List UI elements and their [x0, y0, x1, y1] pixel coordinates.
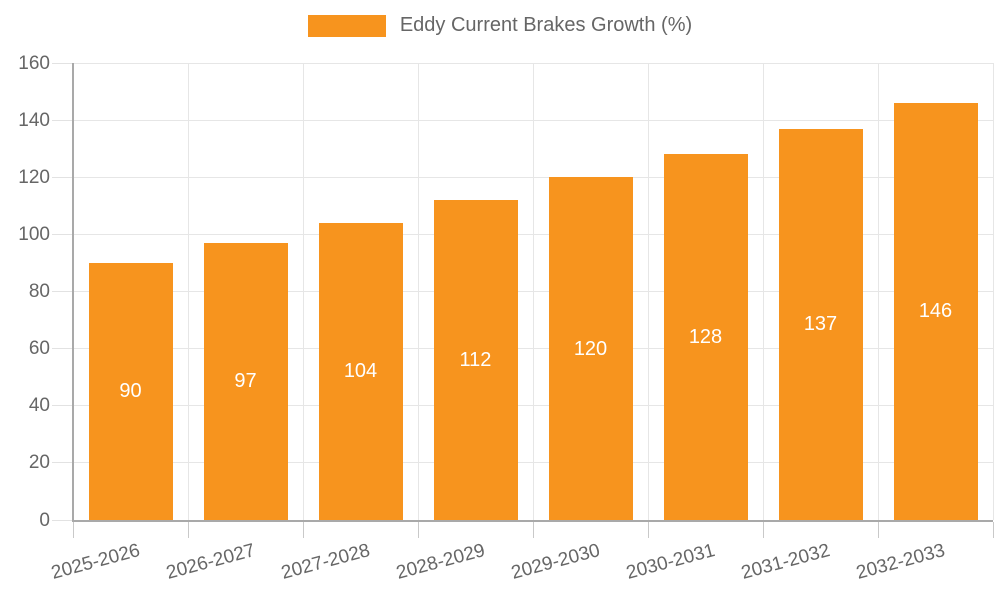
y-axis-line — [72, 63, 74, 522]
bar[interactable] — [203, 242, 288, 520]
x-axis-line — [72, 520, 993, 522]
y-tick-mark — [52, 519, 73, 521]
x-gridline — [417, 63, 419, 520]
bar-value-label: 146 — [918, 300, 953, 323]
legend-item[interactable]: Eddy Current Brakes Growth (%) — [307, 14, 693, 37]
y-tick-mark — [52, 233, 73, 235]
x-axis-tick-label: 2032-2033 — [853, 540, 947, 584]
y-axis-tick-label: 40 — [28, 395, 50, 417]
x-tick-mark — [187, 522, 189, 538]
x-tick-mark — [532, 522, 534, 538]
x-gridline — [762, 63, 764, 520]
chart-legend: Eddy Current Brakes Growth (%) — [0, 14, 1000, 37]
x-axis-tick-label: 2027-2028 — [278, 540, 372, 584]
x-gridline — [532, 63, 534, 520]
x-gridline — [877, 63, 879, 520]
x-axis-tick-label: 2026-2027 — [163, 540, 257, 584]
y-tick-mark — [52, 176, 73, 178]
x-tick-mark — [302, 522, 304, 538]
bar[interactable] — [893, 102, 978, 520]
y-tick-mark — [52, 405, 73, 407]
y-axis-tick-label: 160 — [18, 52, 50, 74]
x-gridline — [992, 63, 994, 520]
x-gridline — [187, 63, 189, 520]
x-tick-mark — [762, 522, 764, 538]
y-tick-mark — [52, 462, 73, 464]
x-tick-mark — [992, 522, 994, 538]
y-axis-tick-label: 140 — [18, 109, 50, 131]
y-axis-tick-label: 100 — [18, 223, 50, 245]
bar[interactable] — [663, 154, 748, 520]
bar[interactable] — [88, 262, 173, 520]
x-axis-tick-label: 2030-2031 — [623, 540, 717, 584]
bar[interactable] — [548, 177, 633, 520]
legend-swatch-icon — [307, 14, 386, 37]
bar-value-label: 104 — [343, 360, 378, 383]
bar[interactable] — [318, 222, 403, 520]
y-axis-tick-label: 80 — [28, 281, 50, 302]
bar[interactable] — [433, 200, 518, 520]
x-axis-tick-label: 2029-2030 — [508, 540, 602, 584]
y-axis-tick-label: 60 — [28, 338, 50, 360]
legend-label: Eddy Current Brakes Growth (%) — [399, 14, 693, 36]
x-tick-mark — [72, 522, 74, 538]
x-axis-tick-label: 2028-2029 — [393, 540, 487, 584]
y-axis-tick-label: 120 — [18, 166, 50, 188]
y-axis-tick-label: 0 — [39, 509, 50, 531]
x-tick-mark — [417, 522, 419, 538]
x-gridline — [302, 63, 304, 520]
bar-value-label: 90 — [119, 380, 142, 403]
bar-value-label: 120 — [573, 337, 608, 360]
x-axis-tick-label: 2025-2026 — [48, 540, 142, 584]
x-axis-tick-label: 2031-2032 — [738, 540, 832, 584]
bar-value-label: 128 — [688, 326, 723, 349]
x-tick-mark — [647, 522, 649, 538]
y-tick-mark — [52, 119, 73, 121]
y-tick-mark — [52, 348, 73, 350]
bar[interactable] — [778, 128, 863, 520]
y-axis-tick-label: 20 — [28, 452, 50, 474]
bar-value-label: 112 — [459, 349, 492, 372]
y-tick-mark — [52, 62, 73, 64]
x-gridline — [647, 63, 649, 520]
x-tick-mark — [877, 522, 879, 538]
bar-value-label: 97 — [234, 370, 257, 393]
y-tick-mark — [52, 291, 73, 292]
bar-value-label: 137 — [803, 313, 838, 336]
